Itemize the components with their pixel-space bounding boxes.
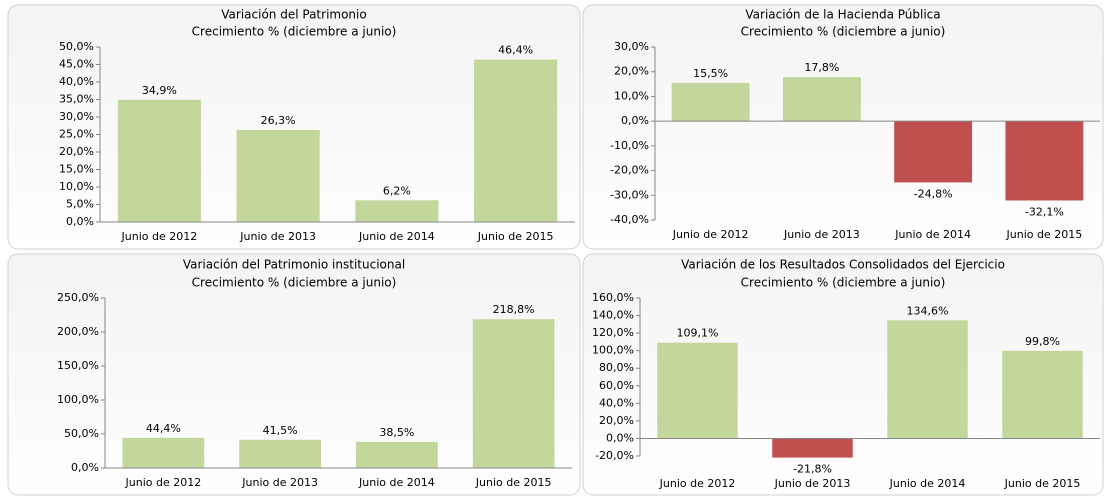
value-label: 109,1% xyxy=(677,327,719,340)
y-tick-label: 120,0% xyxy=(592,326,634,339)
y-tick-label: 40,0% xyxy=(599,396,634,409)
value-label: 6,2% xyxy=(383,184,411,197)
value-label: -24,8% xyxy=(914,187,953,200)
x-tick-label: Junio de 2015 xyxy=(1006,228,1083,241)
x-tick-label: Junio de 2013 xyxy=(239,230,316,243)
y-tick-label: 0,0% xyxy=(66,215,94,228)
y-tick-label: 200,0% xyxy=(57,325,99,338)
x-tick-label: Junio de 2013 xyxy=(241,476,318,489)
bar xyxy=(474,59,558,222)
chart-subtitle: Crecimiento % (diciembre a junio) xyxy=(192,276,397,290)
y-tick-label: 30,0% xyxy=(59,110,94,123)
y-tick-label: 250,0% xyxy=(57,291,99,304)
bar xyxy=(671,82,750,122)
bar xyxy=(236,129,320,222)
y-tick-label: 150,0% xyxy=(57,359,99,372)
value-label: -21,8% xyxy=(793,463,832,476)
y-tick-label: 5,0% xyxy=(66,198,94,211)
x-tick-label: Junio de 2013 xyxy=(774,477,851,490)
panel xyxy=(582,4,1104,250)
bar xyxy=(657,342,738,439)
chart-title: Variación de la Hacienda Pública xyxy=(745,8,940,22)
bar xyxy=(894,121,973,183)
y-tick-label: 30,0% xyxy=(614,40,649,53)
x-tick-label: Junio de 2014 xyxy=(889,477,966,490)
value-label: -32,1% xyxy=(1025,205,1064,218)
chart-subtitle: Crecimiento % (diciembre a junio) xyxy=(741,25,946,39)
bar xyxy=(356,441,438,468)
bar xyxy=(355,200,439,222)
y-tick-label: 50,0% xyxy=(59,40,94,53)
value-label: 26,3% xyxy=(261,114,296,127)
y-tick-label: 15,0% xyxy=(59,163,94,176)
value-label: 218,8% xyxy=(493,303,535,316)
chart-title: Variación del Patrimonio xyxy=(221,8,366,22)
bar xyxy=(122,437,205,468)
y-tick-label: 160,0% xyxy=(592,291,634,304)
y-tick-label: 20,0% xyxy=(614,65,649,78)
value-label: 41,5% xyxy=(263,424,298,437)
value-label: 46,4% xyxy=(498,44,533,57)
y-tick-label: 60,0% xyxy=(599,379,634,392)
y-tick-label: 140,0% xyxy=(592,309,634,322)
y-tick-label: 10,0% xyxy=(59,180,94,193)
x-tick-label: Junio de 2012 xyxy=(672,228,749,241)
chart-subtitle: Crecimiento % (diciembre a junio) xyxy=(192,25,397,39)
value-label: 17,8% xyxy=(804,61,839,74)
x-tick-label: Junio de 2015 xyxy=(475,476,552,489)
y-tick-label: -40,0% xyxy=(610,213,649,226)
bar xyxy=(887,320,968,439)
y-tick-label: 0,0% xyxy=(606,431,634,444)
value-label: 38,5% xyxy=(379,426,414,439)
x-tick-label: Junio de 2015 xyxy=(1004,477,1081,490)
y-tick-label: 25,0% xyxy=(59,128,94,141)
y-tick-label: 100,0% xyxy=(57,393,99,406)
y-tick-label: -10,0% xyxy=(610,139,649,152)
x-tick-label: Junio de 2012 xyxy=(121,230,198,243)
y-tick-label: 0,0% xyxy=(71,461,99,474)
chart-title: Variación del Patrimonio institucional xyxy=(183,258,405,272)
bar xyxy=(782,77,861,122)
y-tick-label: -20,0% xyxy=(595,449,634,462)
x-tick-label: Junio de 2014 xyxy=(358,476,435,489)
bar xyxy=(117,99,201,222)
value-label: 44,4% xyxy=(146,422,181,435)
y-tick-label: 10,0% xyxy=(614,89,649,102)
bar xyxy=(772,438,853,458)
y-tick-label: 80,0% xyxy=(599,361,634,374)
value-label: 99,8% xyxy=(1025,335,1060,348)
y-tick-label: -30,0% xyxy=(610,188,649,201)
bar xyxy=(1002,350,1083,439)
y-tick-label: 35,0% xyxy=(59,93,94,106)
value-label: 15,5% xyxy=(693,67,728,80)
y-tick-label: 100,0% xyxy=(592,344,634,357)
y-tick-label: -20,0% xyxy=(610,164,649,177)
x-tick-label: Junio de 2012 xyxy=(659,477,736,490)
x-tick-label: Junio de 2012 xyxy=(125,476,202,489)
y-tick-label: 45,0% xyxy=(59,58,94,71)
y-tick-label: 20,0% xyxy=(59,145,94,158)
x-tick-label: Junio de 2013 xyxy=(783,228,860,241)
bar xyxy=(1005,121,1084,201)
y-tick-label: 40,0% xyxy=(59,75,94,88)
y-tick-label: 0,0% xyxy=(621,114,649,127)
x-tick-label: Junio de 2014 xyxy=(894,228,971,241)
x-tick-label: Junio de 2015 xyxy=(477,230,554,243)
bar xyxy=(239,439,321,468)
chart-subtitle: Crecimiento % (diciembre a junio) xyxy=(741,276,946,290)
y-tick-label: 50,0% xyxy=(64,427,99,440)
value-label: 134,6% xyxy=(907,304,949,317)
y-tick-label: 20,0% xyxy=(599,414,634,427)
x-tick-label: Junio de 2014 xyxy=(358,230,435,243)
value-label: 34,9% xyxy=(142,84,177,97)
chart-title: Variación de los Resultados Consolidados… xyxy=(681,258,1005,272)
panel xyxy=(7,253,581,496)
bar xyxy=(472,319,555,468)
